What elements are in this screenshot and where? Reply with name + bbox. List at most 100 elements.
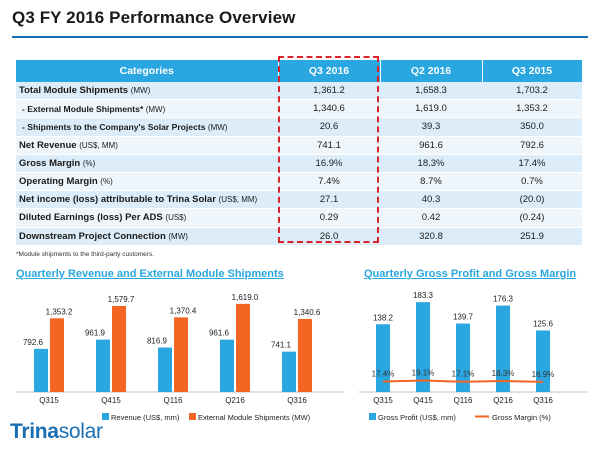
cell-q3-2015: 17.4% [482, 154, 582, 173]
table-row: Operating Margin (%) 7.4% 8.7% 0.7% [16, 172, 582, 192]
cell-q3-2015: (20.0) [482, 190, 582, 210]
gross-margin-line [382, 379, 544, 383]
gross-profit-data-label: 138.2 [373, 313, 394, 322]
cell-q3-2016: 16.9% [278, 154, 380, 173]
gross-profit-margin-chart: 138.2 Q315 183.3 Q415 139.7 Q116 176.3 Q216 125.… [359, 291, 587, 422]
shipments-data-label: 1,340.6 [294, 308, 321, 317]
row-label: - Shipments to the Company's Solar Proje… [16, 117, 278, 137]
cell-q2-2016: 8.7% [380, 172, 482, 192]
revenue-bar [282, 351, 296, 392]
gross-profit-data-label: 183.3 [413, 291, 434, 300]
x-tick-label: Q116 [454, 396, 474, 405]
cell-q3-2015: 350.0 [482, 117, 582, 137]
gross-margin-data-label: 17.4% [372, 370, 395, 379]
legend-label-gross-margin: Gross Margin (%) [492, 413, 551, 422]
shipments-data-label: 1,619.0 [232, 293, 259, 302]
row-label: Net income (loss) attributable to Trina … [16, 190, 278, 210]
row-label: Total Module Shipments (MW) [16, 82, 278, 101]
revenue-data-label: 816.9 [147, 337, 168, 346]
cell-q3-2015: 0.7% [482, 172, 582, 192]
cell-q3-2016: 741.1 [278, 136, 380, 155]
cell-q2-2016: 1,619.0 [380, 99, 482, 119]
shipments-bar [174, 317, 188, 392]
cell-q2-2016: 961.6 [380, 136, 482, 155]
cell-q3-2016: 1,361.2 [278, 82, 380, 101]
column-header: Categories [16, 60, 279, 82]
row-label: Diluted Earnings (loss) Per ADS (US$) [16, 208, 278, 228]
x-tick-label: Q116 [164, 396, 184, 405]
gross-profit-data-label: 139.7 [453, 313, 474, 322]
legend-label-shipments: External Module Shipments (MW) [198, 413, 311, 422]
revenue-chart-title: Quarterly Revenue and External Module Sh… [16, 268, 284, 280]
trina-solar-logo: Trinasolar [10, 420, 103, 443]
table-row: Downstream Project Connection (MW) 26.0 … [16, 227, 582, 246]
revenue-data-label: 792.6 [23, 338, 44, 347]
legend-swatch-gross-profit [369, 413, 376, 420]
cell-q2-2016: 40.3 [380, 190, 482, 210]
row-label: Gross Margin (%) [16, 154, 278, 173]
gross-profit-chart-title: Quarterly Gross Profit and Gross Margin [364, 268, 577, 280]
cell-q3-2016: 1,340.6 [278, 99, 380, 119]
column-header: Q2 2016 [380, 60, 483, 82]
row-label: Net Revenue (US$, MM) [16, 136, 278, 155]
revenue-bar [96, 339, 110, 392]
cell-q3-2015: 792.6 [482, 136, 582, 155]
revenue-data-label: 961.6 [209, 329, 230, 338]
cell-q3-2015: 1,703.2 [482, 82, 582, 101]
gross-profit-bar [456, 323, 470, 392]
table-row: - Shipments to the Company's Solar Proje… [16, 117, 582, 137]
row-label: Operating Margin (%) [16, 172, 278, 192]
cell-q3-2016: 0.29 [278, 208, 380, 228]
gross-profit-bar [416, 302, 430, 392]
gross-profit-data-label: 125.6 [533, 319, 554, 328]
legend-label-revenue: Revenue (US$, mm) [111, 413, 180, 422]
gross-margin-data-label: 17.1% [452, 370, 475, 379]
legend-swatch-shipments [189, 413, 196, 420]
gross-profit-bar [536, 330, 550, 392]
gross-margin-data-label: 16.9% [532, 370, 555, 379]
revenue-bar [158, 347, 172, 392]
revenue-bar [220, 339, 234, 392]
revenue-data-label: 961.9 [85, 329, 106, 338]
gross-margin-data-label: 18.3% [492, 369, 515, 378]
cell-q2-2016: 18.3% [380, 154, 482, 173]
gross-profit-bar [376, 324, 390, 392]
row-label: Downstream Project Connection (MW) [16, 227, 278, 246]
cell-q3-2015: 1,353.2 [482, 99, 582, 119]
gross-profit-data-label: 176.3 [493, 295, 514, 304]
shipments-bar [298, 319, 312, 392]
table-row: - External Module Shipments* (MW) 1,340.… [16, 99, 582, 119]
gross-profit-bar [496, 305, 510, 392]
title-divider [12, 36, 588, 38]
row-label: - External Module Shipments* (MW) [16, 99, 278, 119]
shipments-data-label: 1,579.7 [108, 295, 135, 304]
cell-q2-2016: 1,658.3 [380, 82, 482, 101]
shipments-bar [236, 303, 250, 392]
table-row: Net Revenue (US$, MM) 741.1 961.6 792.6 [16, 136, 582, 155]
legend-label-gross-profit: Gross Profit (US$, mm) [378, 413, 456, 422]
cell-q2-2016: 0.42 [380, 208, 482, 228]
shipments-bar [50, 318, 64, 392]
table-row: Diluted Earnings (loss) Per ADS (US$) 0.… [16, 208, 582, 228]
table-row: Gross Margin (%) 16.9% 18.3% 17.4% [16, 154, 582, 173]
shipments-data-label: 1,370.4 [170, 306, 197, 315]
cell-q3-2016: 20.6 [278, 117, 380, 137]
shipments-data-label: 1,353.2 [46, 307, 73, 316]
cell-q3-2015: 251.9 [482, 227, 582, 246]
x-tick-label: Q315 [373, 396, 393, 405]
footnote: *Module shipments to the third-party cus… [16, 251, 155, 258]
table-header-row: Categories Q3 2016 Q2 2016 Q3 2015 [16, 60, 583, 82]
column-header: Q3 2016 [278, 60, 381, 82]
cell-q3-2016: 7.4% [278, 172, 380, 192]
page-title: Q3 FY 2016 Performance Overview [12, 8, 296, 27]
cell-q2-2016: 320.8 [380, 227, 482, 246]
table-row: Total Module Shipments (MW) 1,361.2 1,65… [16, 82, 582, 101]
q3-2016-highlight-box [278, 56, 379, 243]
x-tick-label: Q415 [413, 396, 433, 405]
legend-swatch-revenue [102, 413, 109, 420]
x-tick-label: Q316 [287, 396, 307, 405]
x-tick-label: Q316 [533, 396, 553, 405]
shipments-bar [112, 305, 126, 392]
revenue-bar [34, 348, 48, 392]
column-header: Q3 2015 [482, 60, 583, 82]
